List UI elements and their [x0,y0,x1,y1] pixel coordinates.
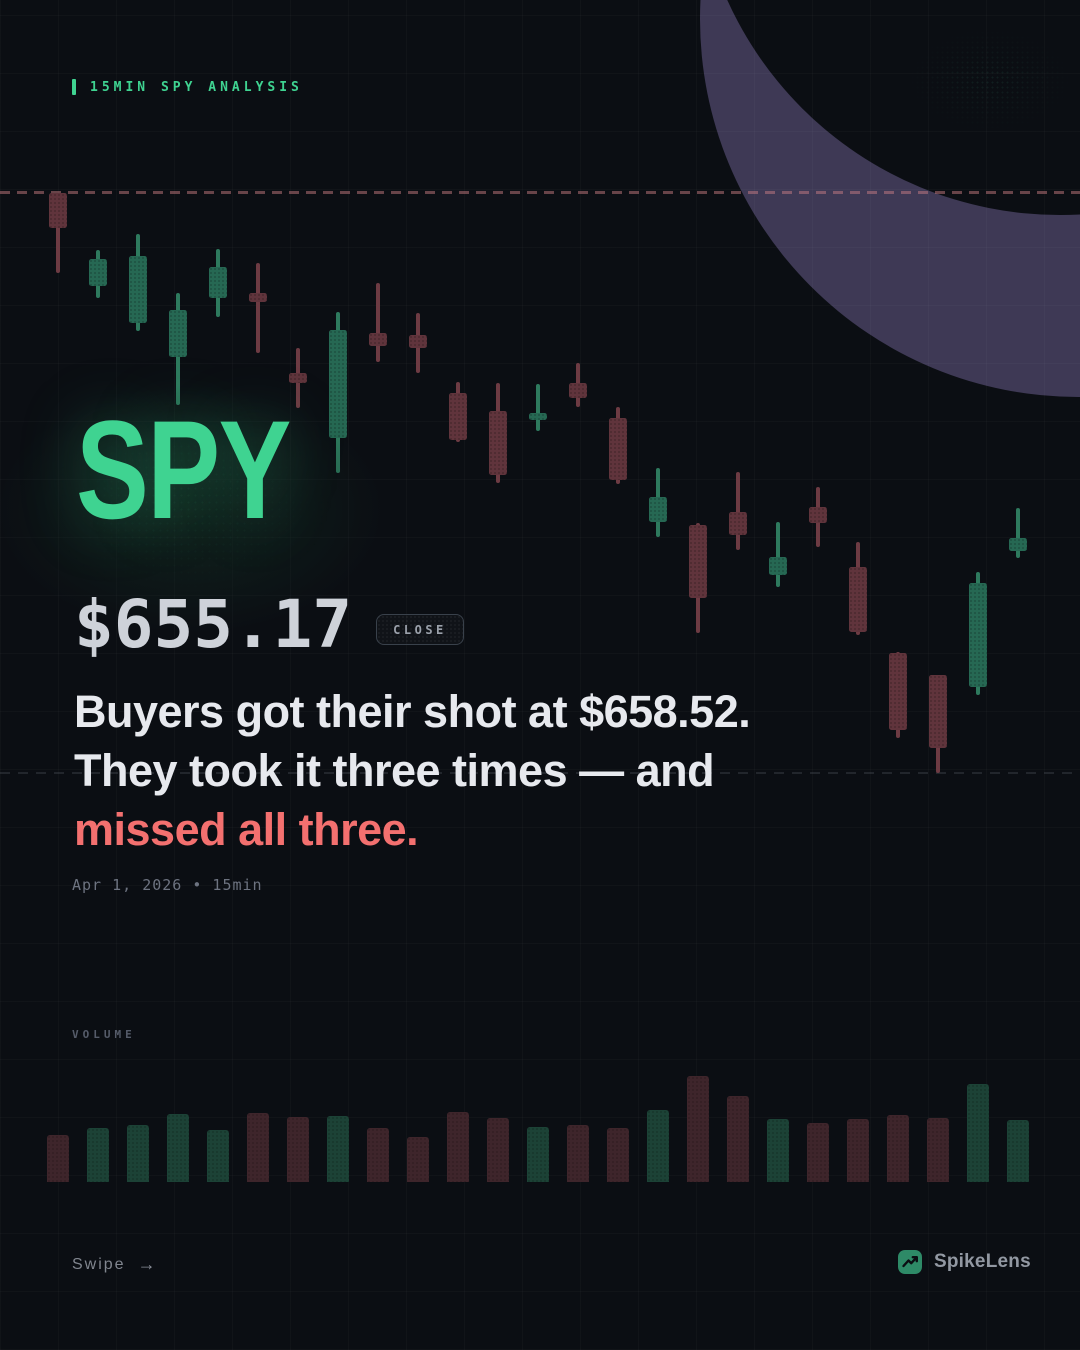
candle-wick [736,472,740,550]
candle-body-down [809,507,827,523]
analysis-tag: 15MIN SPY ANALYSIS [72,79,303,95]
candle-body-down [929,675,947,748]
candle-body-up [769,557,787,575]
candle-wick [536,384,540,431]
volume-bar-down [847,1119,869,1182]
volume-bar-up [127,1125,149,1182]
candle-wick [256,263,260,353]
candle-wick [1016,508,1020,558]
headline-line-1: Buyers got their shot at $658.52. [74,686,751,737]
volume-bar-down [887,1115,909,1182]
candle-body-down [489,411,507,475]
candle-body-down [249,293,267,302]
tag-label: 15MIN SPY ANALYSIS [90,79,303,95]
ticker-symbol: SPY [76,391,291,548]
volume-bar-down [607,1128,629,1182]
volume-bar-up [167,1114,189,1182]
close-badge: CLOSE [376,614,464,645]
ticker-glow [0,350,440,670]
candle-wick [96,250,100,298]
candle-wick [696,523,700,633]
candle-body-down [49,193,67,228]
candle-wick [976,572,980,695]
volume-bar-down [407,1137,429,1182]
volume-bar-up [1007,1120,1029,1182]
trend-zigzag-icon [898,1250,922,1274]
candle-wick [616,407,620,484]
volume-bar-up [87,1128,109,1182]
volume-bar-up [967,1084,989,1182]
volume-bar-down [807,1123,829,1182]
volume-bar-down [367,1128,389,1182]
headline: Buyers got their shot at $658.52. They t… [74,682,751,859]
volume-section-label: VOLUME [72,1028,136,1041]
ticker-dot-texture [10,380,370,630]
candle-body-up [649,497,667,522]
volume-bar-down [287,1117,309,1182]
brand-name: SpikeLens [934,1251,1031,1272]
date-timeframe-meta: Apr 1, 2026 • 15min [72,876,263,894]
candle-wick [896,652,900,738]
candle-body-up [1009,538,1027,551]
candle-body-down [889,653,907,730]
price-row: $655.17 CLOSE [74,586,464,663]
tag-accent-bar [72,79,76,95]
volume-bar-down [727,1096,749,1182]
candle-body-up [89,259,107,286]
volume-bar-up [647,1110,669,1182]
candle-wick [656,468,660,537]
right-arrow-icon: → [137,1254,156,1274]
swipe-label: Swipe [72,1255,126,1273]
headline-line-3-emphasis: missed all three. [74,804,419,855]
candle-wick [576,363,580,407]
volume-bar-up [527,1127,549,1182]
volume-bar-up [327,1116,349,1182]
volume-bar-down [927,1118,949,1182]
volume-bar-down [567,1125,589,1182]
candle-body-down [689,525,707,598]
volume-bar-down [687,1076,709,1182]
close-price: $655.17 [74,586,353,663]
headline-line-2: They took it three times — and [74,745,715,796]
candle-body-down [609,418,627,480]
candle-wick [56,193,60,273]
volume-bar-down [487,1118,509,1182]
swipe-hint[interactable]: Swipe → [72,1254,156,1275]
volume-bar-down [447,1112,469,1182]
candle-body-up [209,267,227,298]
candle-wick [816,487,820,547]
candle-wick [936,675,940,773]
candle-wick [136,234,140,331]
candle-body-down [369,333,387,346]
volume-bar-up [767,1119,789,1182]
candle-wick [456,382,460,442]
dot-noise-texture [880,10,1080,150]
volume-bar-down [247,1113,269,1182]
candle-body-down [409,335,427,348]
candle-body-down [569,383,587,398]
candle-body-down [849,567,867,632]
candle-body-down [449,393,467,440]
candle-body-down [729,512,747,535]
volume-bar-up [207,1130,229,1182]
candle-body-up [529,413,547,420]
candle-wick [216,249,220,317]
candle-wick [856,542,860,635]
candle-wick [496,383,500,483]
volume-bar-down [47,1135,69,1182]
candle-body-up [129,256,147,323]
brand-lockup: SpikeLens [898,1250,1031,1274]
candle-body-up [969,583,987,687]
candle-wick [776,522,780,587]
